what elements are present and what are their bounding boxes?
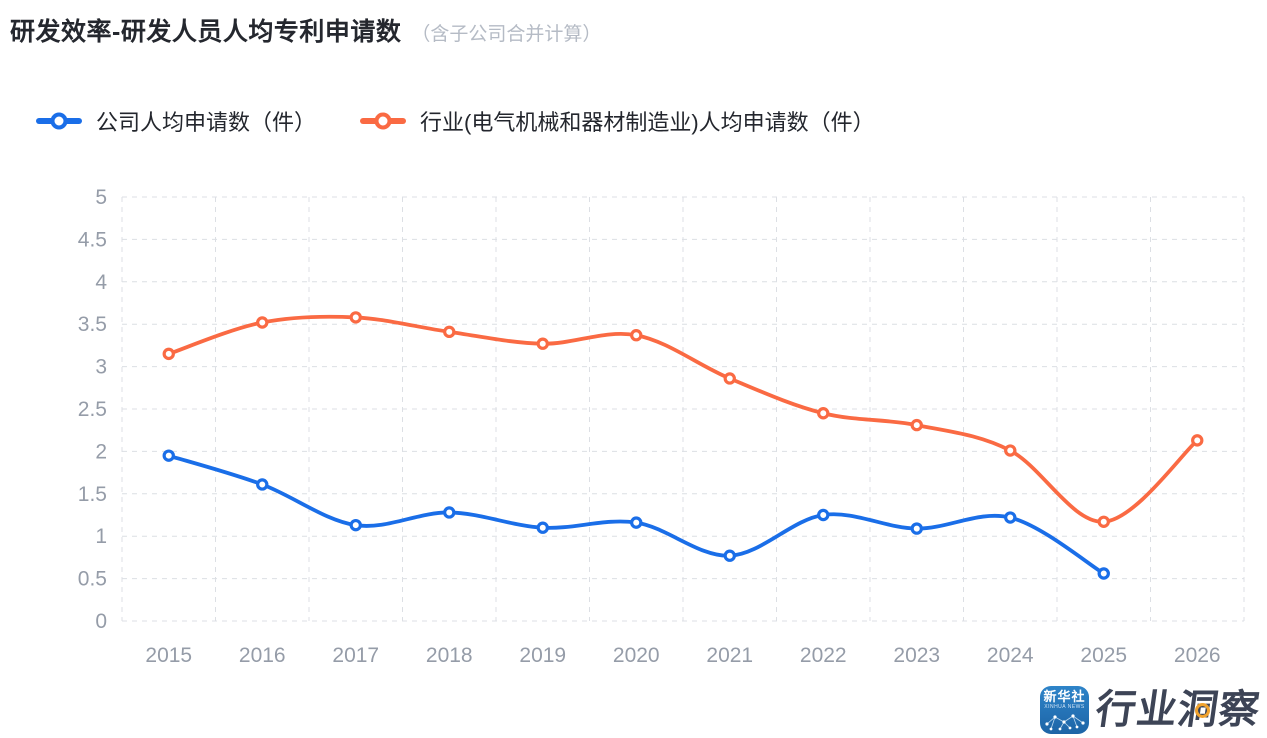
company-series-point[interactable] (162, 449, 175, 462)
svg-text:2023: 2023 (893, 644, 940, 667)
svg-text:2015: 2015 (145, 644, 192, 667)
svg-text:2024: 2024 (987, 644, 1034, 667)
svg-text:1.5: 1.5 (78, 483, 107, 506)
industry-series-point[interactable] (443, 325, 456, 339)
svg-text:2017: 2017 (332, 644, 379, 667)
header: 研发效率-研发人员人均专利申请数 （含子公司合并计算） (10, 12, 601, 48)
company-series-point[interactable] (536, 521, 549, 534)
legend-label-industry: 行业(电气机械和器材制造业)人均申请数（件） (420, 110, 875, 135)
svg-text:3.5: 3.5 (78, 313, 107, 336)
company-series-point[interactable] (256, 478, 269, 491)
svg-text:2021: 2021 (706, 644, 753, 667)
industry-series-point[interactable] (630, 329, 643, 342)
company-series-point[interactable] (910, 522, 923, 535)
legend: 公司人均申请数（件） 行业(电气机械和器材制造业)人均申请数（件） (36, 104, 919, 138)
constellation-icon (1044, 714, 1085, 731)
industry-series-point[interactable] (256, 316, 269, 329)
svg-text:3: 3 (95, 356, 107, 379)
svg-text:0.5: 0.5 (78, 568, 107, 591)
industry-series-point[interactable] (536, 337, 549, 350)
svg-text:2026: 2026 (1174, 644, 1221, 667)
company-ring-icon (50, 112, 68, 130)
svg-text:2020: 2020 (613, 644, 660, 667)
svg-text:2022: 2022 (800, 644, 847, 667)
x-axis-labels: 2015 2016 2017 2018 2019 2020 2021 2022 2023 2024… (145, 644, 1220, 667)
svg-text:5: 5 (95, 186, 107, 209)
company-series-point[interactable] (630, 516, 643, 529)
industry-series-point[interactable] (817, 407, 830, 420)
svg-text:2018: 2018 (426, 644, 473, 667)
brand-name: 行业洞察 (1092, 688, 1264, 732)
industry-series-point[interactable] (1191, 434, 1204, 447)
company-line-marker-icon (36, 112, 82, 130)
svg-text:4: 4 (95, 271, 107, 294)
y-axis-labels: 0 0.5 1 1.5 2 2.5 3 3.5 4 4.5 5 (78, 186, 108, 633)
industry-series[interactable] (162, 311, 1204, 528)
legend-item-company[interactable]: 公司人均申请数（件） (36, 105, 316, 137)
industry-line-marker-icon (360, 112, 407, 130)
legend-item-industry[interactable]: 行业(电气机械和器材制造业)人均申请数（件） (360, 105, 875, 137)
company-series-point[interactable] (443, 506, 456, 519)
svg-text:2: 2 (95, 440, 107, 463)
svg-text:2.5: 2.5 (78, 398, 107, 421)
gridlines (121, 196, 1245, 622)
svg-text:2025: 2025 (1080, 644, 1127, 667)
svg-text:0: 0 (95, 610, 107, 633)
xinhua-news-icon: 新华社 XINHUA NEWS (1040, 686, 1089, 734)
company-series-point[interactable] (1004, 511, 1017, 524)
legend-label-company: 公司人均申请数（件） (96, 110, 317, 135)
svg-text:4.5: 4.5 (78, 228, 107, 251)
svg-text:1: 1 (95, 525, 107, 548)
page-subtitle: （含子公司合并计算） (411, 24, 602, 45)
industry-ring-icon (374, 112, 392, 130)
xinhua-icon-title: 新华社 (1043, 689, 1086, 704)
industry-series-point[interactable] (162, 347, 175, 361)
industry-series-point[interactable] (1004, 444, 1017, 457)
company-series-point[interactable] (1097, 567, 1110, 580)
brand-logo: 新华社 XINHUA NEWS 行业洞察 (1040, 686, 1264, 734)
company-series-point[interactable] (349, 518, 362, 532)
industry-series-point[interactable] (349, 311, 362, 324)
industry-series-point[interactable] (1097, 515, 1110, 528)
company-series-point[interactable] (817, 508, 830, 522)
company-series[interactable] (162, 449, 1110, 580)
page-title: 研发效率-研发人员人均专利申请数 (10, 18, 402, 46)
industry-series-point[interactable] (910, 418, 923, 432)
magnifier-icon (1195, 703, 1210, 718)
company-series-point[interactable] (723, 549, 736, 562)
industry-series-point[interactable] (723, 372, 736, 385)
svg-text:2016: 2016 (239, 644, 286, 667)
svg-text:2019: 2019 (519, 644, 566, 667)
xinhua-icon-subtitle: XINHUA NEWS (1044, 704, 1085, 710)
